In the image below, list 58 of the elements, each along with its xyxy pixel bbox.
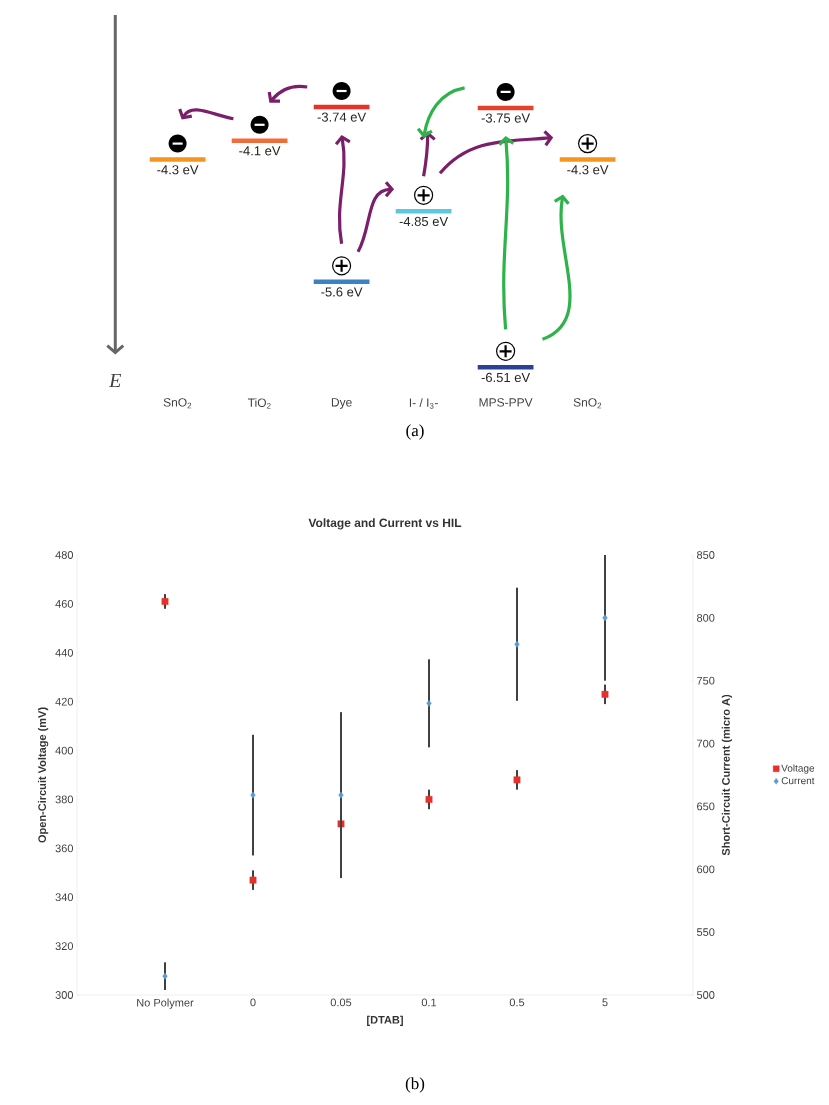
x-tick-label: 0 <box>250 998 256 1007</box>
point <box>602 614 608 622</box>
category-label: SnO$_{2}$ <box>573 398 602 409</box>
y-tick-label: 460 <box>55 600 74 608</box>
y2-tick-label: 650 <box>697 802 715 811</box>
point <box>513 776 521 784</box>
category-label: MPS-PPV <box>479 398 533 407</box>
y-tick-label: 340 <box>55 893 74 902</box>
y2-tick-label: 550 <box>696 928 715 937</box>
y-tick-label: 320 <box>55 942 74 950</box>
text: (b) <box>405 1077 425 1093</box>
y-axis-title: Open-Circuit Voltage (mV) <box>37 707 49 843</box>
category-label: Dye <box>331 398 352 409</box>
y-tick-label: 480 <box>55 551 74 559</box>
x-tick-label: 0.1 <box>421 998 437 1007</box>
data-label: -4.3 eV <box>157 165 199 175</box>
x-tick-label: No Polymer <box>137 998 194 1009</box>
category-label: SnO$_{2}$ <box>163 398 192 409</box>
y-tick-label: 380 <box>55 795 74 804</box>
y2-tick-label: 850 <box>696 551 715 559</box>
y2-tick-label: 750 <box>697 676 715 685</box>
data-label: -6.51 eV <box>481 372 531 383</box>
point <box>426 699 432 707</box>
point <box>249 876 257 884</box>
category-label: TiO$_{2}$ <box>247 398 271 409</box>
category-label: I- / I$_{3}$- <box>409 398 438 409</box>
y-tick-label: 400 <box>55 746 74 755</box>
y2-axis-title: Short-Circuit Current (micro A) <box>721 694 732 856</box>
y2-tick-label: 600 <box>697 865 715 874</box>
data-label: -5.6 eV <box>321 287 363 297</box>
legend-label: Voltage <box>781 764 815 774</box>
data-label: -3.74 eV <box>317 112 367 122</box>
point <box>162 972 168 980</box>
point <box>250 791 256 799</box>
data-label: -3.75 eV <box>481 113 531 123</box>
x-tick-label: 0.05 <box>330 998 352 1007</box>
y-tick-label: 360 <box>55 844 74 853</box>
point <box>425 796 433 803</box>
point <box>601 690 609 698</box>
point <box>338 791 344 799</box>
y2-tick-label: 500 <box>696 991 715 999</box>
data-label: -4.3 eV <box>567 165 609 175</box>
y-tick-label: 440 <box>55 648 74 657</box>
text: E <box>108 373 122 388</box>
y-tick-label: 300 <box>55 991 74 999</box>
x-tick-label: 0.5 <box>509 998 525 1007</box>
y2-tick-label: 700 <box>697 739 715 748</box>
y-tick-label: 420 <box>55 697 74 706</box>
y2-tick-label: 800 <box>696 613 715 622</box>
legend-label: Current <box>781 777 815 785</box>
data-label: -4.85 eV <box>399 216 449 227</box>
text: (a) <box>406 424 424 440</box>
x-tick-label: 5 <box>602 998 608 1007</box>
chart-title: Voltage and Current vs HIL <box>308 518 462 530</box>
point <box>161 598 169 605</box>
data-label: -4.1 eV <box>239 146 281 156</box>
x-axis-title: [DTAB] <box>367 1015 403 1026</box>
point <box>514 640 520 648</box>
